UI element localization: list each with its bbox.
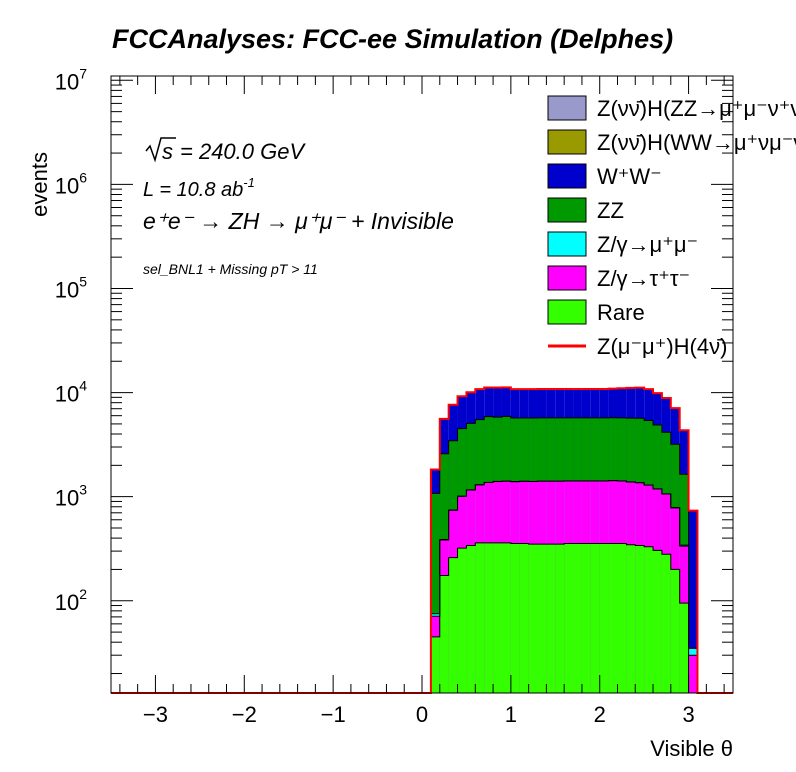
annotations: s = 240.0 GeV L = 10.8 ab-1 e⁺e⁻ → ZH → … (143, 137, 454, 277)
stack-layer (111, 386, 733, 694)
bar-6-21 (617, 543, 627, 693)
bar-6-11 (528, 544, 538, 693)
selection-label: sel_BNL1 + Missing pT > 11 (143, 261, 318, 277)
bar-6-19 (599, 543, 609, 693)
series-outline-5 (430, 480, 698, 693)
legend-swatch-5 (547, 265, 587, 291)
x-tick-label: −2 (232, 702, 257, 727)
sqrt-symbol (145, 137, 176, 163)
bar-6-15 (564, 543, 574, 693)
series-outline-3 (430, 415, 698, 693)
bar-6-12 (537, 544, 547, 693)
bar-3-0 (430, 493, 440, 693)
luminosity-value: L = 10.8 ab (143, 179, 243, 201)
legend-label-4: Z/γ→μ⁺μ⁻ (597, 232, 698, 257)
bar-6-28 (679, 603, 689, 693)
bar-6-27 (670, 569, 680, 693)
bar-6-6 (484, 542, 494, 693)
y-tick-label: 104 (55, 378, 87, 407)
bar-6-25 (653, 550, 662, 693)
legend-swatch-2 (547, 163, 587, 189)
y-tick-label: 102 (55, 586, 87, 615)
sqrt-s-value: = 240.0 GeV (180, 139, 306, 164)
legend-label-signal: Z(μ⁻μ⁺)H(4ν̄) (597, 334, 727, 359)
bar-6-1 (439, 575, 449, 693)
bar-6-0 (430, 636, 440, 693)
bar-6-2 (448, 557, 458, 693)
legend: Z(νν̄)H(ZZ→μ⁺μ⁻ν⁺ν⁻) Z(νν̄)H(WW→μ⁺νμ⁻ν) W⁺… (547, 95, 796, 359)
legend-label-3: ZZ (597, 198, 624, 223)
bar-6-24 (644, 546, 654, 693)
legend-swatch-6 (547, 299, 587, 325)
bar-6-18 (590, 543, 600, 693)
legend-label-2: W⁺W⁻ (597, 164, 662, 189)
bar-6-13 (546, 544, 556, 693)
bar-5-29 (688, 655, 698, 693)
bar-6-9 (510, 543, 520, 693)
bar-6-7 (493, 542, 502, 693)
bar-6-4 (466, 545, 476, 693)
y-tick-label: 105 (55, 273, 87, 302)
bar-6-20 (608, 543, 618, 693)
x-tick-label: 1 (505, 702, 517, 727)
y-tick-label: 107 (55, 65, 87, 94)
chart-title: FCCAnalyses: FCC-ee Simulation (Delphes) (112, 24, 673, 54)
bar-6-16 (573, 543, 582, 693)
legend-swatch-4 (547, 231, 587, 257)
legend-label-0: Z(νν̄)H(ZZ→μ⁺μ⁻ν⁺ν⁻) (597, 96, 796, 121)
bar-6-5 (475, 542, 485, 693)
y-tick-label: 106 (55, 169, 87, 198)
legend-swatch-0 (547, 95, 587, 121)
sqrt-s-letter: s (162, 139, 173, 164)
legend-label-1: Z(νν̄)H(WW→μ⁺νμ⁻ν) (597, 130, 796, 155)
bar-6-10 (519, 543, 529, 693)
signal-line (111, 386, 733, 694)
series-outline-6 (430, 542, 698, 694)
luminosity-exponent: -1 (243, 175, 255, 190)
bar-6-23 (635, 545, 645, 693)
legend-label-5: Z/γ→τ⁺τ⁻ (597, 266, 690, 291)
legend-swatch-3 (547, 197, 587, 223)
x-tick-label: 0 (416, 702, 428, 727)
bar-6-17 (581, 543, 591, 693)
legend-label-6: Rare (597, 300, 645, 325)
bar-6-3 (457, 548, 467, 693)
luminosity: L = 10.8 ab-1 (143, 175, 255, 201)
frame-layer: −3 −2 −1 0 1 2 3 102 103 104 105 106 107 (55, 65, 734, 727)
x-tick-label: 3 (682, 702, 694, 727)
x-tick-label: 2 (594, 702, 606, 727)
process-label: e⁺e⁻ → ZH → μ⁺μ⁻ + Invisible (143, 208, 454, 234)
x-tick-label: −1 (321, 702, 346, 727)
y-axis-label: events (27, 152, 52, 217)
bar-6-26 (661, 554, 671, 693)
bar-2-29 (688, 510, 698, 693)
x-axis-label: Visible θ (650, 736, 733, 761)
y-tick-label: 103 (55, 482, 87, 511)
legend-swatch-1 (547, 129, 587, 155)
x-tick-label: −3 (143, 702, 168, 727)
bar-6-8 (501, 542, 511, 693)
bar-6-14 (555, 544, 565, 693)
bar-6-22 (626, 544, 636, 693)
